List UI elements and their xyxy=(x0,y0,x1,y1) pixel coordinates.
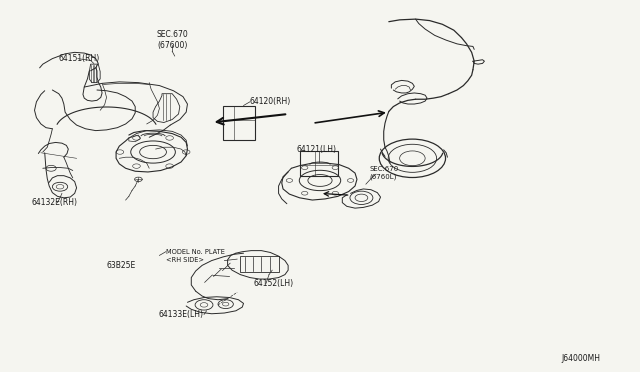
Text: 64151(RH): 64151(RH) xyxy=(59,54,100,63)
Text: SEC.670
(6760L): SEC.670 (6760L) xyxy=(370,166,399,180)
Text: 64120(RH): 64120(RH) xyxy=(250,97,291,106)
Text: 63B25E: 63B25E xyxy=(107,261,136,270)
Text: J64000MH: J64000MH xyxy=(561,354,600,363)
Text: 64152(LH): 64152(LH) xyxy=(253,279,293,288)
Text: 64132E(RH): 64132E(RH) xyxy=(32,198,78,207)
Text: 64133E(LH): 64133E(LH) xyxy=(159,310,204,319)
Text: MODEL No. PLATE
<RH SIDE>: MODEL No. PLATE <RH SIDE> xyxy=(166,249,225,263)
Text: 64121(LH): 64121(LH) xyxy=(297,145,337,154)
Text: SEC.670
(67600): SEC.670 (67600) xyxy=(156,30,188,50)
